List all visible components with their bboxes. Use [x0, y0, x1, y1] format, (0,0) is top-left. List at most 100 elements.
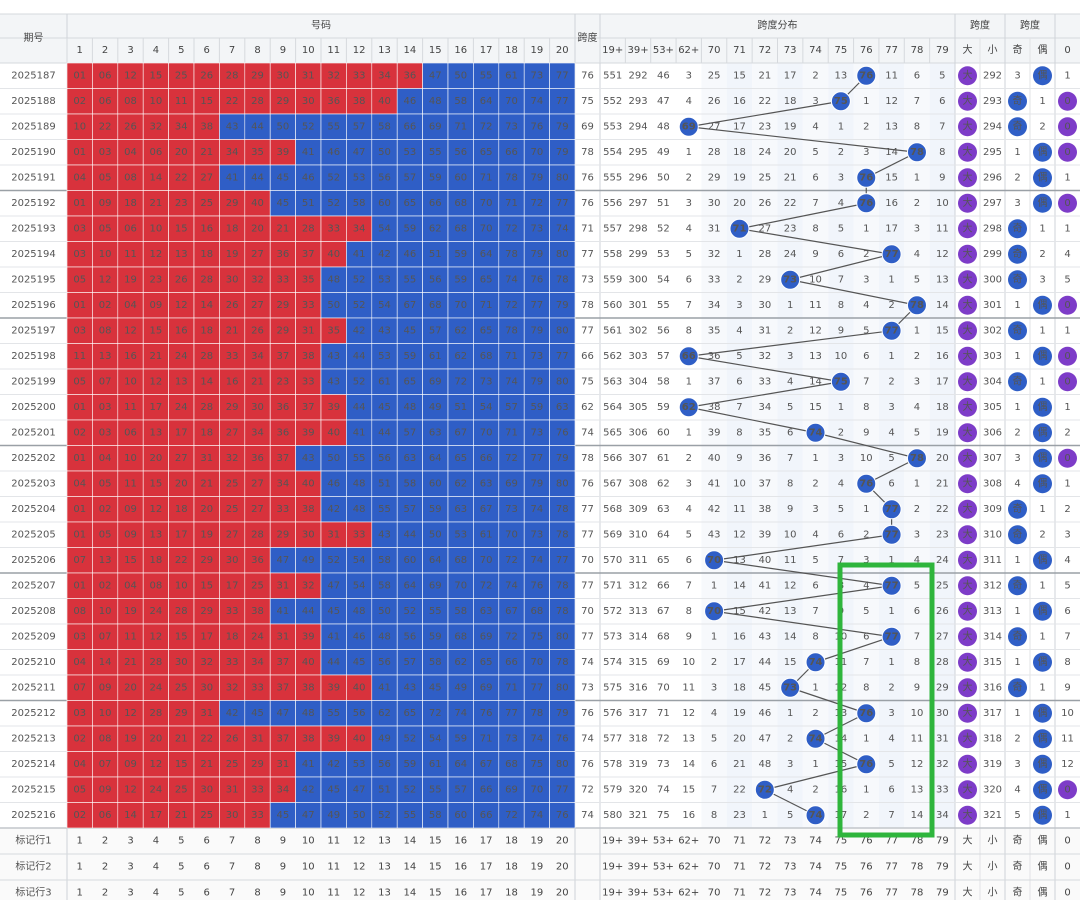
number-cell: [219, 776, 246, 803]
number: 20: [175, 147, 188, 158]
number-cell: [422, 470, 449, 497]
number: 27: [226, 529, 239, 540]
number-cell: [320, 215, 347, 242]
number-cell: [92, 674, 119, 701]
dist-count: 4: [863, 580, 869, 591]
number-cell: [422, 725, 449, 752]
number: 80: [556, 376, 569, 387]
number: 10: [175, 580, 188, 591]
dist-count: 6: [863, 631, 869, 642]
number: 53: [353, 172, 366, 183]
number: 33: [226, 351, 239, 362]
number: 42: [226, 708, 239, 719]
badge: [1033, 295, 1052, 315]
footer-cell: 71: [733, 888, 746, 899]
number: 78: [505, 172, 518, 183]
number: 06: [99, 810, 112, 821]
number: 45: [404, 325, 417, 336]
number-cell: [447, 496, 474, 523]
footer-cell: 6: [204, 888, 210, 899]
number: 76: [480, 708, 493, 719]
badge: [958, 270, 977, 290]
number-cell: [295, 113, 322, 140]
badge: [1033, 729, 1052, 749]
dist-count: 8: [711, 810, 717, 821]
number: 78: [556, 529, 569, 540]
dist-count: 14: [733, 580, 746, 591]
number-cell: [549, 419, 576, 446]
footer-cell: 18: [505, 836, 518, 847]
number: 37: [277, 351, 290, 362]
hit-link: [688, 406, 816, 434]
number-cell: [269, 496, 296, 523]
dist-count: 2: [838, 147, 844, 158]
span-hit: [754, 779, 775, 800]
span-hit: [881, 524, 902, 545]
last-count: 1: [1064, 810, 1070, 821]
number: 50: [454, 70, 467, 81]
number: 56: [454, 147, 467, 158]
column-header: 17: [480, 45, 493, 56]
footer-cell: 72: [758, 888, 771, 899]
number: 64: [404, 580, 417, 591]
footer-cell: 53+: [653, 862, 674, 873]
number-cell: [523, 623, 550, 650]
dist-count: 33: [758, 376, 771, 387]
span-hit-label: 75: [834, 376, 848, 387]
number: 56: [378, 759, 391, 770]
last-count: 9: [1064, 682, 1070, 693]
number: 79: [556, 300, 569, 311]
badge: [1008, 576, 1027, 596]
badge-label: 0: [1064, 351, 1070, 362]
number-cell: [371, 649, 398, 676]
number-cell: [295, 445, 322, 472]
hit-link: [764, 763, 867, 791]
number-cell: [269, 88, 296, 115]
number: 13: [175, 249, 188, 260]
dist-count: 44: [758, 657, 771, 668]
badge-label: 偶: [1038, 349, 1048, 362]
dist-count: 23: [758, 121, 771, 132]
dist-count: 26: [708, 96, 721, 107]
number: 79: [531, 249, 544, 260]
dist-count: 4: [914, 402, 920, 413]
number: 79: [556, 453, 569, 464]
number-cell: [549, 317, 576, 344]
number-cell: [396, 674, 423, 701]
footer-cell: 5: [178, 888, 184, 899]
number: 76: [556, 733, 569, 744]
number: 41: [277, 606, 290, 617]
number: 34: [277, 784, 290, 795]
dist-count: 1: [787, 708, 793, 719]
badge: [1058, 117, 1077, 137]
column-header: 19: [531, 45, 544, 56]
footer-cell: 78: [911, 862, 924, 873]
dist-count: 4: [686, 223, 692, 234]
column-header: 0: [1064, 45, 1070, 56]
number: 19: [124, 733, 137, 744]
dist-count: 18: [733, 147, 746, 158]
number: 57: [454, 784, 467, 795]
number-cell: [66, 266, 93, 293]
number: 15: [200, 96, 213, 107]
number-cell: [422, 266, 449, 293]
number: 20: [251, 223, 264, 234]
dist-count: 1: [838, 121, 844, 132]
footer-cell: 76: [860, 888, 873, 899]
number: 08: [124, 172, 137, 183]
number: 30: [200, 784, 213, 795]
dist-count: 15: [885, 172, 898, 183]
dist-count: 30: [758, 300, 771, 311]
number: 62: [454, 351, 467, 362]
dist-count: 559: [603, 274, 622, 285]
number-cell: [371, 88, 398, 115]
dist-count: 13: [835, 70, 848, 81]
number-cell: [244, 241, 271, 268]
dist-count: 8: [787, 478, 793, 489]
number-cell: [346, 394, 373, 421]
footer-cell: 3: [127, 836, 133, 847]
number: 43: [404, 682, 417, 693]
parity-count: 1: [1039, 96, 1045, 107]
number-cell: [219, 725, 246, 752]
column-header: 大: [963, 43, 973, 56]
